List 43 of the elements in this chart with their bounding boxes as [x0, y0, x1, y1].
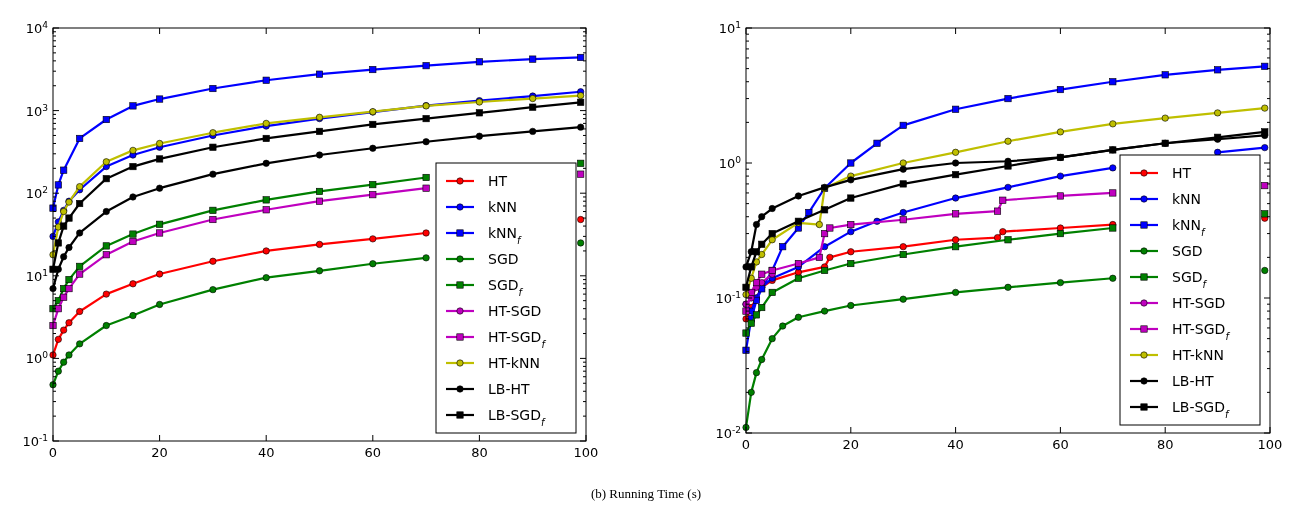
legend-label: HT: [1172, 165, 1192, 181]
legend-label: SGD$_{f}$: [488, 277, 524, 298]
legend-label: HT-SGD$_{f}$: [1172, 321, 1231, 342]
legend-label: SGD$_{f}$: [1172, 269, 1208, 290]
legend-label: kNN: [488, 199, 518, 215]
legend-label: HT-SGD$_{f}$: [488, 329, 547, 350]
x-tick-label: 20: [151, 445, 168, 460]
y-tick-label: 10$^{4}$: [25, 20, 49, 36]
legend-label: HT-SGD: [488, 303, 542, 319]
legend-label: SGD: [488, 251, 519, 267]
y-tick-label: 10$^{2}$: [25, 185, 48, 202]
x-tick-label: 100: [573, 445, 599, 460]
legend-label: LB-SGD$_{f}$: [488, 407, 546, 428]
text: (b) Running Time (s): [590, 486, 702, 501]
y-tick-label: 10$^{1}$: [25, 267, 48, 284]
legend-label: HT-SGD: [1172, 295, 1226, 311]
legend-label: HT-kNN: [488, 355, 540, 371]
legend-label: LB-HT: [488, 381, 530, 397]
x-tick-label: 20: [842, 437, 860, 452]
y-tick-label: 10$^{-1}$: [22, 433, 48, 449]
legend-label: HT: [488, 173, 508, 189]
legend-label: LB-SGD$_{f}$: [1172, 399, 1230, 420]
x-tick-label: 80: [1156, 437, 1174, 452]
x-tick-label: 40: [257, 445, 275, 460]
x-tick-label: 100: [1257, 437, 1283, 452]
legend-label: kNN$_{f}$: [1172, 217, 1207, 238]
x-tick-label: 40: [947, 437, 964, 452]
legend-label: kNN: [1172, 191, 1202, 207]
y-tick-label: 10$^{3}$: [25, 102, 49, 119]
x-tick-label: 80: [471, 445, 488, 460]
legend-label: HT-kNN: [1172, 347, 1224, 363]
x-tick-label: 0: [741, 437, 751, 452]
y-tick-label: 10$^{0}$: [718, 155, 742, 171]
y-tick-label: 10$^{-2}$: [715, 425, 741, 441]
y-tick-label: 10$^{-1}$: [715, 290, 741, 306]
legend-label: kNN$_{f}$: [488, 225, 523, 246]
x-tick-label: 0: [48, 445, 58, 460]
x-tick-label: 60: [364, 445, 382, 460]
legend-label: SGD: [1172, 243, 1203, 259]
y-tick-label: 10$^{1}$: [718, 20, 741, 36]
x-tick-label: 60: [1052, 437, 1069, 452]
y-tick-label: 10$^{0}$: [25, 350, 49, 367]
legend-label: LB-HT: [1172, 373, 1214, 389]
